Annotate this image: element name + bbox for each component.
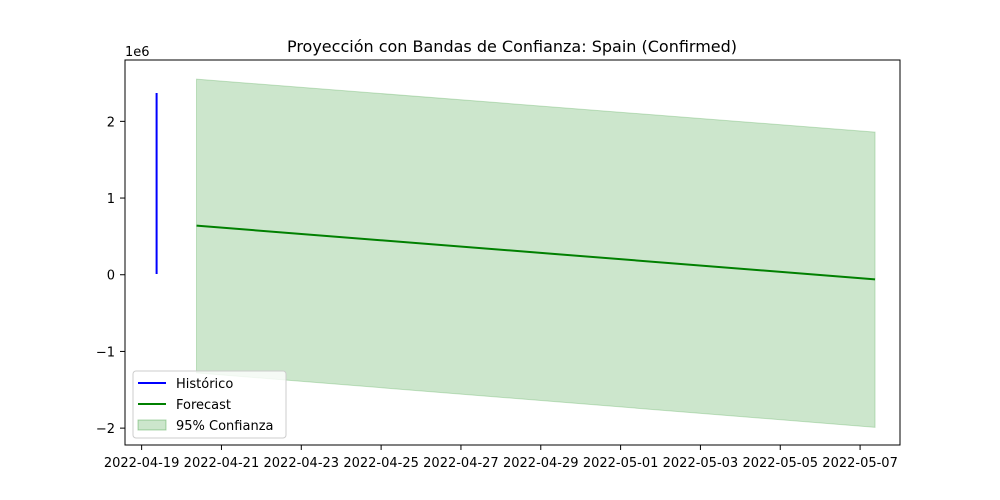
chart-title: Proyección con Bandas de Confianza: Spai… xyxy=(287,37,737,56)
x-tick-label: 2022-04-19 xyxy=(104,456,180,471)
y-tick-label: 0 xyxy=(107,269,115,284)
legend-label: Histórico xyxy=(176,377,233,392)
x-tick-label: 2022-05-07 xyxy=(822,456,898,471)
x-tick-label: 2022-05-05 xyxy=(742,456,818,471)
legend-box xyxy=(132,370,287,439)
y-tick-label: 1 xyxy=(107,192,115,207)
x-tick-label: 2022-05-03 xyxy=(663,456,739,471)
legend-label: 95% Confianza xyxy=(176,419,273,434)
plot-area xyxy=(124,59,901,446)
plot-frame xyxy=(124,59,901,446)
x-tick-label: 2022-04-29 xyxy=(503,456,579,471)
x-axis: 2022-04-19 2022-04-21 2022-04-23 2022-04-25… xyxy=(104,445,898,471)
legend: Histórico Forecast 95% Confianza xyxy=(132,370,287,439)
y-offset-label: 1e6 xyxy=(125,45,150,60)
series-line-forecast xyxy=(196,224,876,281)
x-tick-label: 2022-04-27 xyxy=(423,456,499,471)
x-tick-label: 2022-04-21 xyxy=(184,456,260,471)
x-tick-label: 2022-04-23 xyxy=(264,456,340,471)
legend-swatch-band xyxy=(137,419,167,431)
legend-label: Forecast xyxy=(176,398,231,413)
y-tick-label: −2 xyxy=(96,422,115,437)
x-tick-label: 2022-04-25 xyxy=(343,456,419,471)
x-tick-label: 2022-05-01 xyxy=(583,456,659,471)
y-tick-label: −1 xyxy=(96,345,115,360)
y-tick-label: 2 xyxy=(107,115,115,130)
y-axis: −2 −1 0 1 2 xyxy=(96,115,125,437)
